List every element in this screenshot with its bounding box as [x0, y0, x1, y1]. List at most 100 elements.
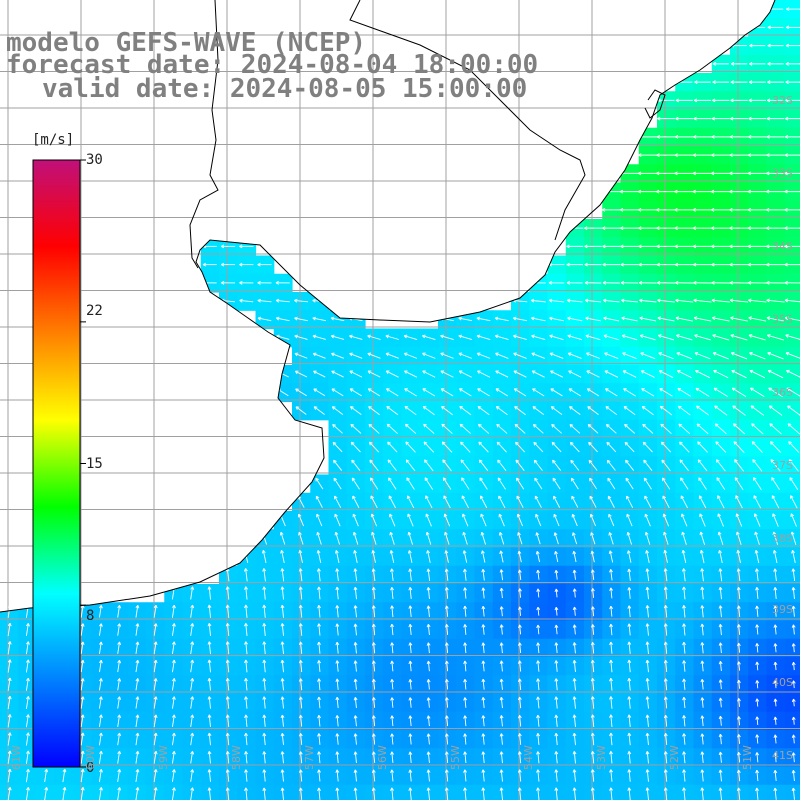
- wind-arrow: [627, 605, 632, 618]
- wind-arrow: [675, 298, 694, 303]
- wind-arrow: [244, 641, 248, 655]
- wind-arrow: [700, 642, 705, 654]
- wind-arrow: [729, 207, 749, 212]
- wind-arrow: [441, 423, 453, 434]
- wind-arrow: [730, 61, 748, 66]
- wind-arrow: [572, 678, 577, 691]
- wind-arrow: [295, 388, 307, 397]
- wind-arrow: [190, 604, 195, 618]
- wind-arrow: [682, 696, 687, 709]
- wind-cell: [784, 292, 800, 311]
- wind-arrow: [407, 550, 413, 563]
- wind-arrow: [423, 423, 435, 434]
- wind-arrow: [755, 769, 760, 782]
- wind-arrow: [316, 531, 322, 545]
- wind-arrow: [748, 98, 766, 103]
- wind-arrow: [312, 316, 327, 322]
- wind-arrow: [280, 751, 285, 764]
- wind-arrow: [569, 441, 580, 453]
- colorbar-tick-8: 8: [86, 608, 95, 624]
- wind-arrow: [298, 787, 303, 800]
- wind-arrow: [333, 477, 342, 490]
- wind-arrow: [244, 604, 248, 618]
- wind-arrow: [674, 134, 694, 139]
- wind-arrow: [513, 370, 527, 378]
- wind-arrow: [207, 641, 212, 655]
- wind-arrow: [220, 262, 236, 267]
- wind-arrow: [207, 696, 212, 709]
- wind-arrow: [536, 769, 540, 782]
- wind-arrow: [609, 677, 613, 691]
- wind-arrow: [624, 423, 635, 434]
- wind-arrow: [682, 787, 686, 800]
- wind-arrow: [586, 388, 600, 397]
- lat-label-37s: 37S: [772, 459, 793, 472]
- wind-arrow: [225, 769, 230, 782]
- wind-arrow: [692, 207, 713, 212]
- wind-arrow: [190, 659, 195, 673]
- wind-arrow: [369, 441, 380, 453]
- wind-arrow: [767, 351, 784, 360]
- wind-arrow: [700, 623, 705, 636]
- wind-arrow: [682, 641, 686, 654]
- wind-arrow: [385, 334, 399, 340]
- wind-arrow: [171, 787, 176, 800]
- wind-arrow: [369, 477, 379, 490]
- wind-arrow: [244, 659, 248, 673]
- wind-arrow: [225, 604, 230, 618]
- wind-arrow: [349, 388, 362, 397]
- wind-arrow: [773, 716, 778, 725]
- wind-arrow: [441, 441, 453, 453]
- wind-arrow: [462, 550, 468, 563]
- wind-arrow: [388, 495, 396, 509]
- wind-arrow: [590, 624, 595, 635]
- wind-arrow: [729, 280, 749, 285]
- wind-arrow: [387, 441, 398, 453]
- wind-arrow: [784, 226, 800, 231]
- wind-arrow: [331, 406, 344, 415]
- wind-arrow: [352, 495, 360, 508]
- wind-arrow: [700, 679, 705, 690]
- wind-arrow: [335, 586, 340, 600]
- wind-arrow: [313, 388, 326, 397]
- wind-arrow: [536, 714, 540, 727]
- wind-arrow: [737, 698, 741, 707]
- wind-arrow: [572, 569, 577, 580]
- wind-arrow: [785, 334, 800, 340]
- wind-arrow: [590, 751, 595, 764]
- wind-arrow: [772, 549, 778, 564]
- lat-label-35s: 35S: [772, 313, 793, 326]
- wind-arrow: [117, 678, 122, 691]
- wind-arrow: [567, 334, 583, 341]
- wind-arrow: [695, 387, 710, 397]
- wind-arrow: [517, 550, 522, 563]
- wind-arrow: [444, 715, 449, 727]
- wind-arrow: [422, 370, 436, 378]
- wind-arrow: [715, 459, 726, 472]
- wind-arrow: [495, 370, 509, 378]
- wind-arrow: [371, 715, 376, 727]
- wind-arrow: [135, 750, 140, 764]
- wind-arrow: [298, 641, 303, 654]
- wind-arrow: [280, 641, 285, 655]
- wind-arrow: [25, 641, 30, 655]
- wind-arrow: [390, 623, 395, 636]
- wind-arrow: [533, 441, 544, 453]
- wind-arrow: [516, 513, 524, 527]
- wind-arrow: [656, 171, 676, 176]
- wind-arrow: [244, 787, 248, 800]
- wind-arrow: [536, 588, 541, 598]
- wind-arrow: [696, 423, 709, 435]
- wind-arrow: [549, 316, 564, 322]
- wind-arrow: [747, 189, 767, 194]
- wind-arrow: [747, 153, 767, 158]
- wind-arrow: [711, 298, 730, 303]
- wind-arrow: [711, 226, 731, 231]
- wind-arrow: [735, 513, 743, 527]
- wind-arrow: [62, 787, 67, 800]
- wind-arrow: [353, 733, 358, 745]
- wind-arrow: [25, 696, 30, 709]
- wind-arrow: [444, 660, 449, 672]
- wind-arrow: [729, 244, 749, 249]
